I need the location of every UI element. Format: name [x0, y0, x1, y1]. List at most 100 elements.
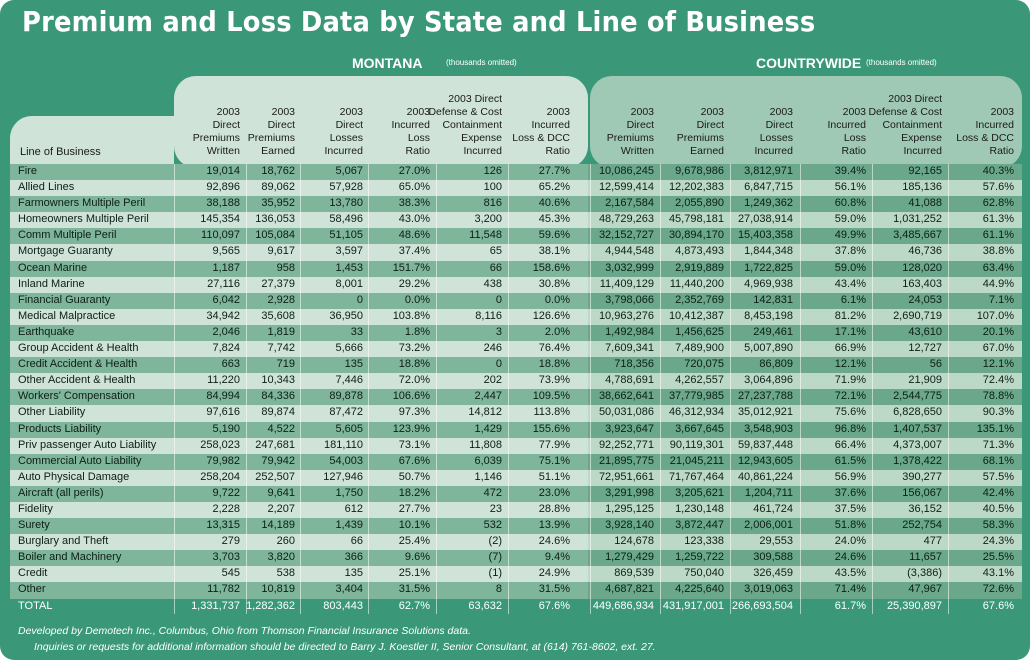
montana-value-cell: (1) [488, 567, 502, 580]
countrywide-value-cell: 4,788,691 [605, 374, 654, 387]
montana-value-cell: 13,315 [206, 519, 240, 532]
montana-value-cell: 135 [344, 567, 363, 580]
line-of-business-cell: Group Accident & Health [18, 342, 139, 355]
countrywide-value-cell: 60.8% [834, 197, 866, 210]
countrywide-value-cell: 25,390,897 [886, 599, 942, 612]
countrywide-value-cell: 3,928,140 [605, 519, 654, 532]
countrywide-value-cell: 78.8% [982, 390, 1014, 403]
countrywide-value-cell: 163,403 [902, 277, 942, 290]
line-of-business-cell: TOTAL [18, 599, 53, 612]
countrywide-value-cell: 12.1% [982, 358, 1014, 371]
montana-value-cell: 113.8% [533, 406, 571, 419]
montana-value-cell: 258,204 [200, 470, 240, 483]
countrywide-value-cell: 61.5% [834, 454, 866, 467]
montana-value-cell: 11,782 [207, 583, 240, 596]
line-of-business-cell: Workers' Compensation [18, 390, 135, 403]
table-row: Earthquake 2,046 1,819 33 1.8% 3 2.0% 1,492,984… [10, 324, 1022, 342]
countrywide-value-cell: 4,969,938 [744, 277, 793, 290]
countrywide-value-cell: 3,872,447 [675, 519, 724, 532]
table-row: Commercial Auto Liability 79,982 79,942 54,… [10, 453, 1022, 470]
montana-value-cell: 1,331,737 [191, 599, 240, 612]
countrywide-value-cell: 47,967 [908, 583, 942, 596]
montana-value-cell: 67.6% [398, 454, 430, 467]
montana-value-cell: 1,750 [335, 486, 363, 499]
montana-value-cell: 2,046 [212, 325, 240, 338]
countrywide-value-cell: 43.1% [982, 567, 1014, 580]
line-of-business-cell: Ocean Marine [18, 261, 88, 274]
countrywide-value-cell: 21,045,211 [669, 454, 724, 467]
countrywide-value-cell: 185,136 [902, 181, 942, 194]
countrywide-value-cell: 72,951,661 [598, 470, 654, 483]
montana-value-cell: 11,808 [469, 438, 502, 451]
line-of-business-cell: Financial Guaranty [18, 293, 111, 306]
line-of-business-cell: Credit [18, 567, 48, 580]
montana-value-cell: 472 [483, 486, 502, 499]
countrywide-value-cell: 42.4% [982, 486, 1014, 499]
countrywide-value-cell: 10,412,387 [668, 309, 724, 322]
countrywide-value-cell: 10,086,245 [598, 165, 654, 177]
countrywide-value-cell: 51.8% [834, 519, 866, 532]
montana-value-cell: 1,429 [474, 422, 502, 435]
table-row: Other Accident & Health 11,220 10,343 7,446… [10, 373, 1022, 390]
montana-value-cell: 10,819 [261, 583, 295, 596]
countrywide-value-cell: 4,873,493 [675, 245, 724, 258]
countrywide-value-cell: 37.8% [834, 245, 866, 258]
countrywide-value-cell: 1,407,537 [893, 422, 942, 435]
montana-value-cell: 2,207 [267, 502, 295, 515]
montana-value-cell: 9,722 [212, 486, 240, 499]
montana-value-cell: 18.8% [538, 358, 570, 371]
countrywide-value-cell: 46,736 [908, 245, 942, 258]
total-row: TOTAL 1,331,737 1,282,362 803,443 62.7% 63,63… [10, 598, 1022, 615]
countrywide-value-cell: 46,312,934 [668, 406, 724, 419]
montana-value-cell: 27.7% [398, 502, 430, 515]
line-of-business-cell: Commercial Auto Liability [18, 454, 142, 467]
countrywide-value-cell: 90,119,301 [669, 438, 724, 451]
montana-value-cell: 9,617 [267, 245, 295, 258]
montana-value-cell: 59.6% [538, 229, 570, 242]
montana-value-cell: 110,097 [201, 229, 240, 242]
countrywide-value-cell: 1,295,125 [605, 502, 654, 515]
countrywide-value-cell: 3,019,063 [744, 583, 793, 596]
montana-value-cell: 5,605 [335, 422, 363, 435]
montana-value-cell: 366 [344, 551, 363, 564]
montana-value-cell: 4,522 [267, 422, 295, 435]
montana-value-cell: 89,878 [329, 390, 363, 403]
countrywide-value-cell: 1,249,362 [744, 197, 793, 210]
countrywide-value-cell: 1,031,252 [893, 213, 942, 226]
line-of-business-cell: Fire [18, 165, 37, 177]
montana-value-cell: 0 [495, 358, 502, 371]
line-of-business-cell: Products Liability [18, 422, 102, 435]
countrywide-value-cell: 29,553 [759, 535, 793, 548]
montana-value-cell: 1,187 [212, 261, 240, 274]
countrywide-value-cell: 92,165 [908, 165, 942, 177]
montana-value-cell: 612 [344, 502, 363, 515]
countrywide-column-header-5: 2003 Direct Defense & Cost Containment E… [868, 93, 942, 157]
table-row: Priv passenger Auto Liability 258,023 247,… [10, 437, 1022, 454]
countrywide-value-cell: 37.6% [834, 486, 866, 499]
line-of-business-cell: Allied Lines [18, 181, 75, 194]
countrywide-value-cell: 12,943,605 [737, 454, 793, 467]
montana-value-cell: 105,084 [255, 229, 295, 242]
montana-value-cell: 100 [483, 181, 502, 194]
line-of-business-cell: Aircraft (all perils) [18, 486, 104, 499]
montana-value-cell: 1,282,362 [246, 599, 295, 612]
countrywide-value-cell: 58.3% [982, 519, 1014, 532]
countrywide-value-cell: 12.1% [834, 358, 866, 371]
countrywide-value-cell: 15,403,358 [737, 229, 793, 242]
countrywide-value-cell: 11,657 [909, 551, 942, 564]
countrywide-value-cell: 66.4% [834, 438, 866, 451]
table-row: Fidelity 2,228 2,207 612 27.7% 23 28.8% 1,295,1… [10, 501, 1022, 519]
montana-value-cell: (2) [488, 535, 502, 548]
countrywide-value-cell: 1,492,984 [605, 325, 654, 338]
montana-value-cell: 2,928 [267, 293, 295, 306]
countrywide-value-cell: 21,895,775 [598, 454, 654, 467]
countrywide-value-cell: 32,152,727 [598, 229, 654, 242]
table-row: Aircraft (all perils) 9,722 9,641 1,750 18.2… [10, 485, 1022, 502]
montana-value-cell: 3,820 [267, 551, 295, 564]
montana-value-cell: 48.6% [398, 229, 430, 242]
montana-value-cell: 151.7% [392, 261, 430, 274]
line-of-business-cell: Earthquake [18, 325, 75, 338]
montana-value-cell: 36,950 [329, 309, 363, 322]
countrywide-value-cell: 3,291,998 [605, 486, 654, 499]
montana-column-header-1: 2003 Direct Premiums Written [192, 106, 240, 157]
